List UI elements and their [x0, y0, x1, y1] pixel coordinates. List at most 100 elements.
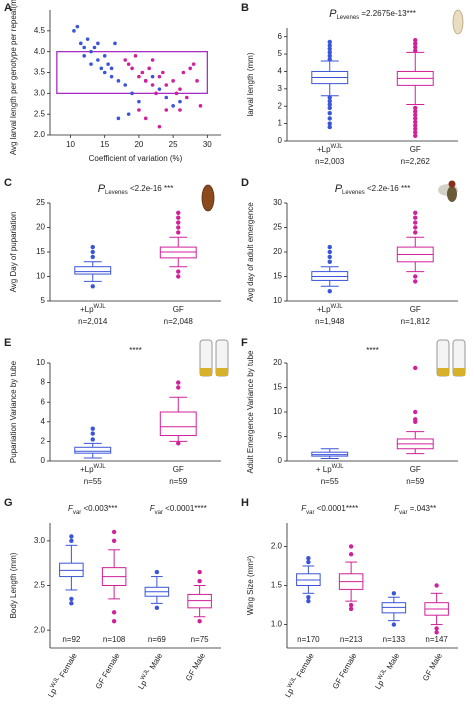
point [126, 112, 131, 116]
point [181, 70, 186, 75]
x-tick-label-part: Female [57, 651, 80, 681]
y-axis-label: Wing Size (mm²) [246, 555, 255, 615]
point [82, 54, 86, 58]
x-tick-label-part: +Lp [80, 465, 94, 474]
x-tick-label-part: GF [410, 145, 421, 154]
y-tick-label: 3.0 [34, 88, 46, 97]
outlier [306, 555, 311, 561]
point [102, 70, 107, 75]
point [198, 104, 203, 108]
x-tick-label-part: Male [384, 651, 402, 673]
puparium-icon [201, 184, 215, 212]
panel-title: PLevenes <2.2e-16 *** [98, 183, 174, 196]
n-label: n=213 [340, 635, 363, 644]
outlier [154, 569, 160, 575]
x-tick-label: +LpWJL [317, 144, 343, 155]
y-tick-label: 20 [273, 358, 282, 367]
outlier [327, 121, 332, 126]
outlier [413, 220, 418, 225]
point [126, 62, 131, 66]
outlier [306, 559, 311, 565]
point [164, 95, 169, 100]
y-tick-label: 5 [278, 49, 283, 58]
x-tick-label: GF [410, 465, 421, 474]
point [96, 58, 100, 62]
annotation-part: var [306, 510, 314, 516]
outlier [154, 605, 160, 611]
outlier [111, 529, 117, 535]
outlier [327, 289, 332, 294]
n-label: n=2,014 [78, 317, 108, 326]
outlier [306, 598, 311, 604]
outlier [434, 630, 439, 635]
y-tick-label: 10 [273, 407, 282, 416]
outlier [413, 365, 418, 371]
outlier [327, 50, 332, 55]
panel-title-part: Levenes [342, 190, 365, 196]
n-label: n=1,948 [315, 317, 345, 326]
x-tick-label-part: WJL [286, 675, 298, 689]
point [89, 62, 93, 66]
y-tick-label: 5 [278, 432, 283, 441]
outlier [413, 130, 418, 135]
y-tick-label: 20 [273, 247, 282, 256]
y-tick-label: 3.5 [34, 68, 46, 77]
point [161, 70, 165, 75]
y-tick-label: 15 [36, 247, 45, 256]
outlier [90, 437, 95, 442]
n-label: n=55 [321, 477, 340, 486]
y-tick-label: 2.5 [34, 581, 46, 590]
y-tick-label: 10 [36, 272, 45, 281]
annotation-part: F [150, 504, 156, 513]
outlier [413, 126, 418, 132]
x-tick-label-part: WJL [332, 464, 345, 470]
outlier [434, 583, 439, 588]
point [85, 37, 90, 41]
outlier [413, 210, 418, 215]
fly-icon [438, 180, 458, 202]
x-tick-label-part: GF [410, 465, 421, 474]
outlier [176, 269, 181, 274]
annotation: **** [366, 346, 378, 355]
outlier [413, 279, 418, 284]
point [178, 87, 182, 91]
x-tick-label: 10 [66, 140, 75, 149]
box [74, 266, 112, 275]
y-tick-label: 4 [41, 417, 46, 426]
outlier [327, 53, 332, 59]
y-tick-label: 10 [36, 358, 45, 367]
n-label: n=55 [84, 477, 103, 486]
point [147, 66, 151, 71]
outlier [90, 431, 95, 436]
outlier [327, 124, 332, 130]
y-tick-label: 1.5 [271, 581, 283, 590]
box [159, 411, 197, 437]
y-tick-label: 25 [273, 223, 282, 232]
annotation: Fvar =.043** [394, 504, 436, 515]
y-axis-label: larval length (mm) [246, 52, 255, 116]
y-tick-label: 2.0 [34, 625, 46, 634]
y-tick-label: 10 [273, 296, 282, 305]
x-tick-label-part: WJL [331, 304, 344, 310]
panel-letter: A [4, 2, 12, 14]
outlier [197, 578, 202, 584]
n-label: n=2,003 [315, 157, 345, 166]
box [74, 446, 112, 454]
n-label: n=1,812 [401, 317, 431, 326]
outlier [348, 544, 354, 549]
outlier [176, 215, 181, 220]
panel-letter: B [241, 2, 249, 14]
outlier [111, 538, 117, 544]
n-label: n=2,262 [401, 157, 431, 166]
point [150, 83, 155, 87]
outlier [413, 123, 418, 128]
outlier [327, 39, 332, 45]
outlier [197, 619, 202, 624]
y-tick-label: 2.0 [34, 130, 46, 139]
panel-title-part: Levenes [336, 15, 359, 21]
outlier [176, 210, 181, 215]
y-tick-label: 2.5 [34, 109, 46, 118]
y-tick-label: 15 [273, 383, 282, 392]
outlier [197, 569, 202, 575]
point [178, 99, 182, 104]
